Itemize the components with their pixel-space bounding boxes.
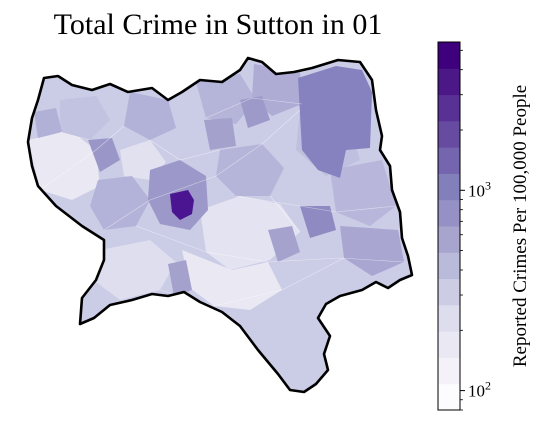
- ward-region: [28, 130, 100, 200]
- colorbar-step: [438, 331, 460, 358]
- sutton-map: [26, 56, 414, 394]
- colorbar-step: [438, 173, 460, 201]
- ward-region: [340, 226, 404, 276]
- ward-region: [268, 226, 300, 262]
- colorbar-step: [438, 68, 460, 96]
- colorbar-step: [438, 252, 460, 280]
- ward-region: [240, 96, 270, 128]
- ward-region-north-east: [298, 66, 372, 178]
- ward-region: [60, 96, 110, 140]
- colorbar-step: [438, 357, 460, 385]
- colorbar-frame: [437, 41, 461, 411]
- ward-region: [96, 240, 176, 300]
- ward-region: [216, 144, 284, 196]
- colorbar-ticks: 102 103: [460, 49, 491, 411]
- colorbar-step: [438, 278, 460, 306]
- colorbar: 102 103 Reported Crimes Per 100,000 Peopl…: [437, 41, 531, 411]
- ward-region: [252, 64, 302, 116]
- ward-region: [300, 206, 336, 238]
- map-title: Total Crime in Sutton in 01: [54, 8, 383, 41]
- ward-region: [196, 74, 256, 124]
- ward-hotspot: [170, 190, 194, 220]
- ward-region: [330, 160, 396, 226]
- ward-region: [88, 138, 120, 172]
- colorbar-step: [438, 94, 460, 122]
- ward-region: [90, 176, 150, 230]
- ward-region: [34, 108, 62, 138]
- ward-region: [204, 118, 236, 150]
- colorbar-step: [438, 383, 460, 411]
- colorbar-step: [438, 120, 460, 148]
- colorbar-step: [438, 147, 460, 174]
- colorbar-tick-label: 102: [468, 379, 491, 401]
- colorbar-step: [438, 304, 460, 332]
- colorbar-step: [438, 226, 460, 253]
- colorbar-tick-label: 103: [468, 178, 491, 200]
- colorbar-label: Reported Crimes Per 100,000 People: [510, 85, 531, 367]
- ward-region: [124, 92, 176, 140]
- ward-region: [182, 250, 282, 310]
- colorbar-steps: [438, 42, 460, 411]
- colorbar-step: [438, 42, 460, 69]
- ward-region: [168, 260, 192, 296]
- colorbar-step: [438, 199, 460, 227]
